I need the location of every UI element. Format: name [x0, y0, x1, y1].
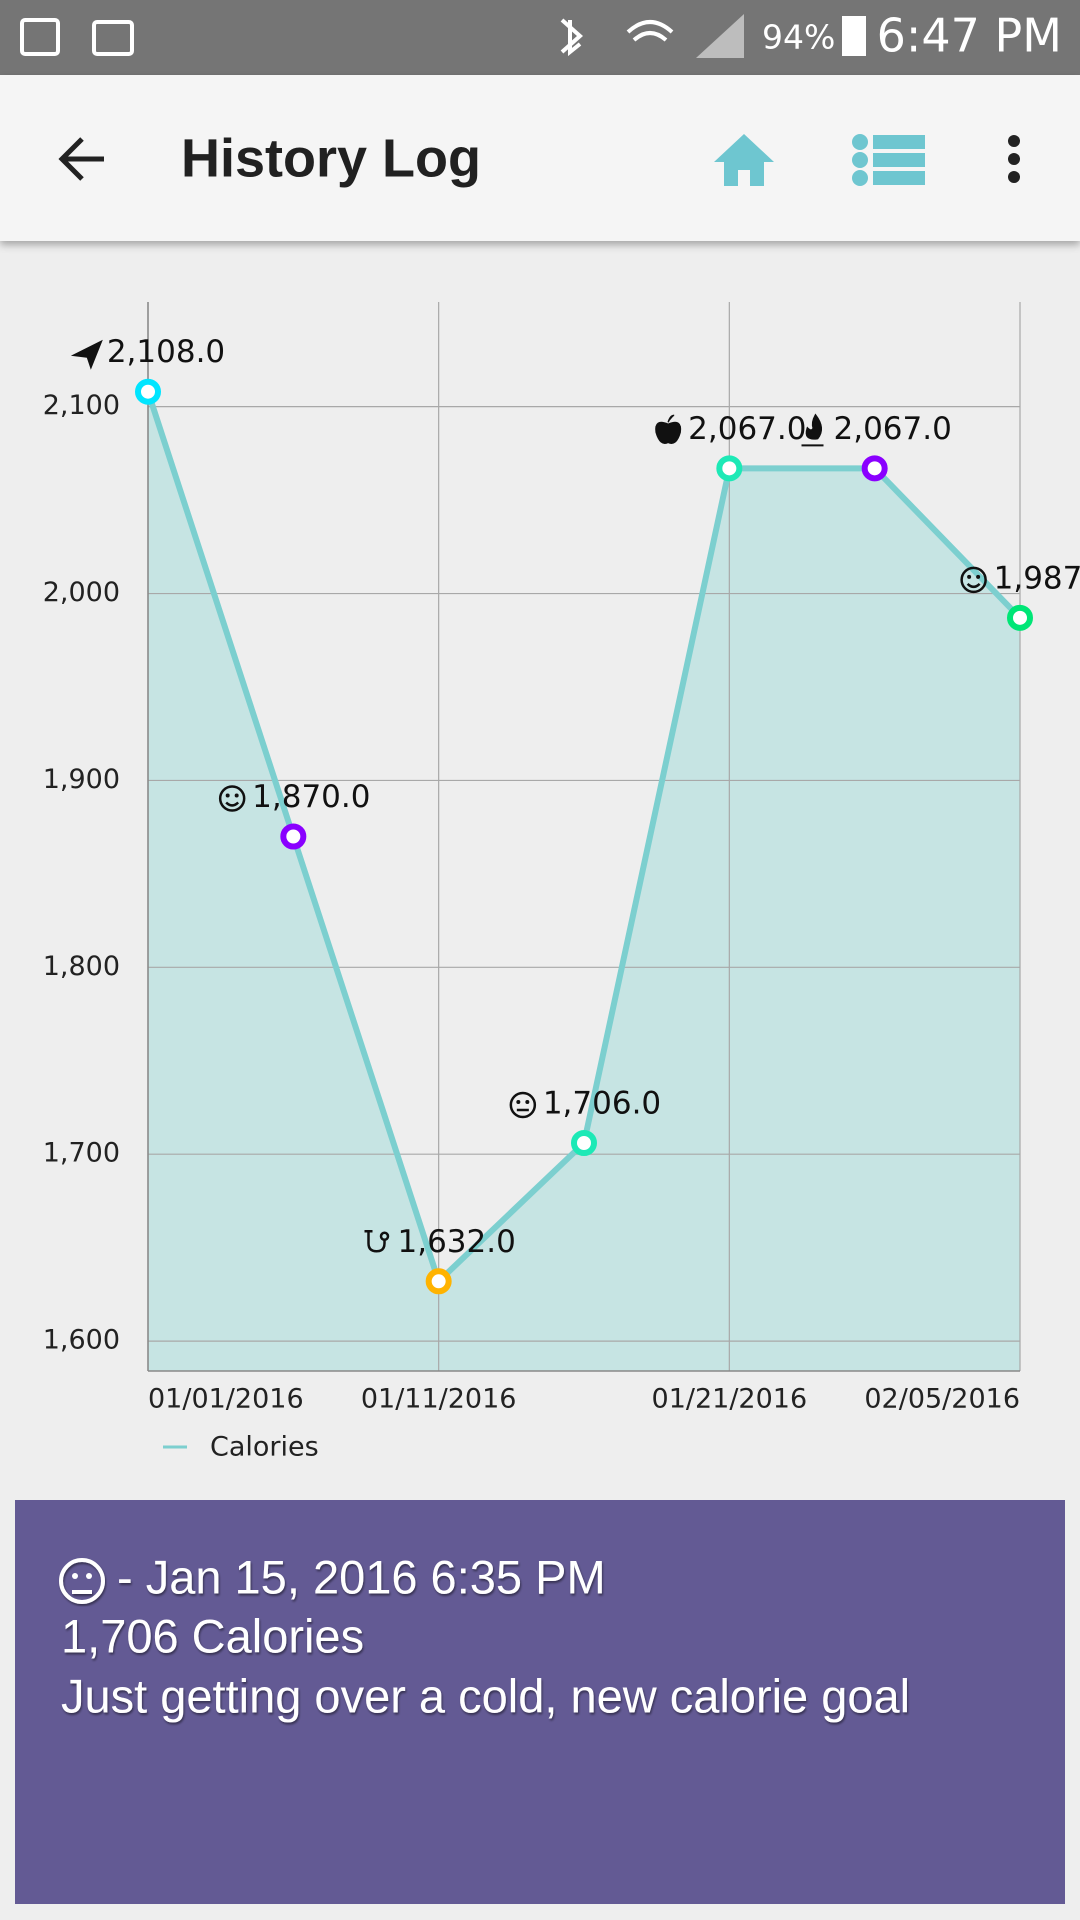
- back-button[interactable]: [58, 137, 104, 181]
- point-marker: [716, 455, 743, 482]
- list-button[interactable]: [852, 134, 925, 186]
- icon-part: [225, 801, 240, 807]
- icon-part: [801, 413, 824, 447]
- x-tick-label: 01/01/2016: [148, 1384, 304, 1415]
- point-marker: [1007, 604, 1033, 631]
- signal-icon: [696, 14, 744, 58]
- home-button[interactable]: [714, 134, 774, 186]
- chart: 1,600 1,700 1,800 1,900 2,000 2,100 01/01/2016…: [43, 302, 1080, 1463]
- y-tick-label: 1,600: [43, 1325, 120, 1356]
- icon-part: [509, 1091, 537, 1119]
- value-label: 2,067.0: [688, 411, 806, 447]
- status-icons: [20, 18, 674, 57]
- icon-part: [516, 1099, 521, 1104]
- y-tick-label: 1,700: [43, 1138, 120, 1169]
- entry-note: Just getting over a cold, new calorie go…: [61, 1669, 910, 1722]
- value-label: 1,870.0: [252, 779, 370, 815]
- point-marker: [425, 1268, 452, 1295]
- point-icon: [364, 1230, 390, 1253]
- icon-part: [967, 574, 972, 579]
- value-label: 2,108.0: [107, 334, 225, 370]
- entry-calories: 1,706 Calories: [61, 1609, 364, 1662]
- icon-part: [225, 793, 230, 798]
- point-marker: [571, 1129, 597, 1156]
- point-marker: [280, 823, 307, 850]
- icon-part: [976, 574, 981, 579]
- legend-label: Calories: [210, 1432, 319, 1463]
- y-tick-label: 2,100: [43, 390, 120, 421]
- point-marker: [861, 455, 888, 482]
- icon-part: [960, 566, 987, 594]
- overflow-menu[interactable]: [1008, 135, 1020, 183]
- entry-card[interactable]: [15, 1500, 1065, 1904]
- battery-level: 94%: [762, 18, 835, 57]
- entry-timestamp: - Jan 15, 2016 6:35 PM: [117, 1550, 606, 1603]
- x-tick-label: 02/05/2016: [864, 1384, 1020, 1415]
- point-icon: [655, 414, 682, 444]
- battery-icon: [842, 16, 866, 56]
- screen-title: History Log: [181, 128, 481, 188]
- point-icon: [70, 339, 103, 370]
- icon-part: [364, 1230, 386, 1253]
- mood-icon-eye: [72, 1573, 78, 1579]
- area-fill: [148, 391, 1020, 1371]
- status-bar: [0, 0, 1080, 75]
- point-icon: [960, 566, 987, 594]
- point-marker: [135, 378, 161, 405]
- x-tick-label: 01/11/2016: [361, 1384, 517, 1415]
- y-tick-label: 1,900: [43, 764, 120, 795]
- point-icon: [801, 413, 824, 447]
- icon-part: [966, 582, 981, 589]
- mood-icon: [59, 1558, 105, 1604]
- value-label: 1,706.0: [543, 1085, 661, 1121]
- icon-part: [70, 339, 103, 370]
- point-icon: [218, 785, 246, 812]
- icon-part: [218, 785, 246, 812]
- y-tick-label: 1,800: [43, 951, 120, 982]
- x-tick-label: 01/21/2016: [652, 1384, 808, 1415]
- value-label: 1,632.0: [398, 1224, 516, 1260]
- icon-part: [655, 414, 682, 444]
- y-tick-label: 2,000: [43, 577, 120, 608]
- value-label: 1,987: [994, 560, 1080, 596]
- icon-part: [525, 1099, 530, 1104]
- point-icon: [509, 1091, 537, 1119]
- icon-part: [234, 793, 239, 798]
- clock: 6:47 PM: [877, 9, 1062, 63]
- value-label: 2,067.0: [834, 411, 952, 447]
- mood-icon-eye: [86, 1573, 92, 1579]
- icon-part: [379, 1231, 390, 1242]
